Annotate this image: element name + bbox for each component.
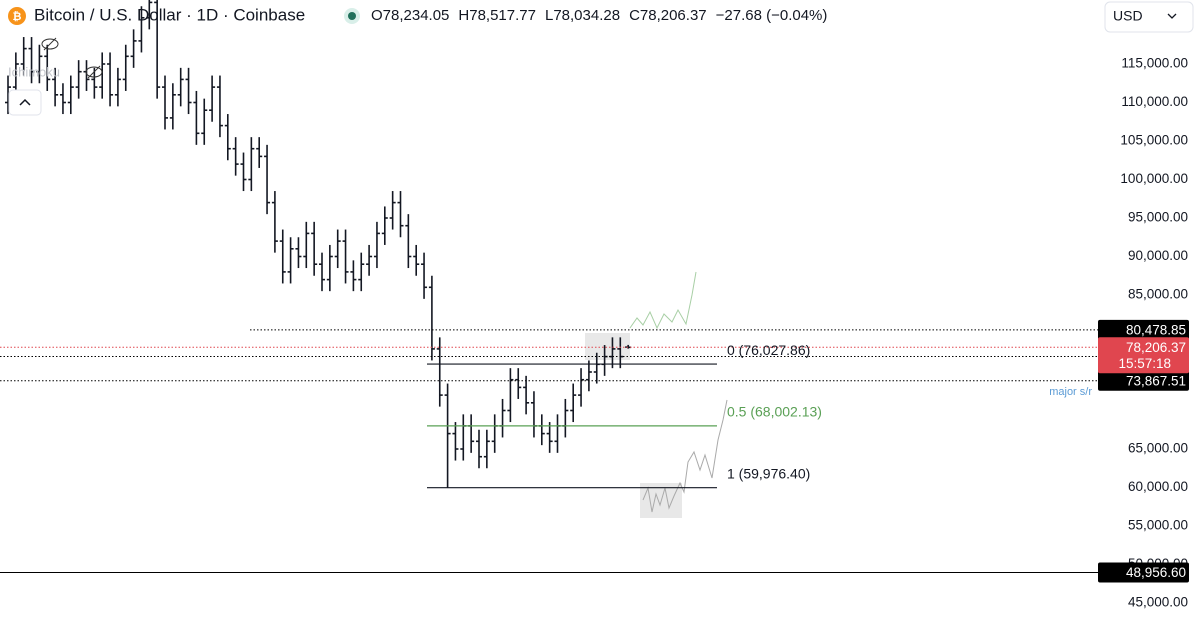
highlight-box: [585, 333, 630, 360]
last-price-label: 78,206.37: [1126, 340, 1186, 355]
y-tick-label: 85,000.00: [1128, 287, 1188, 302]
header: ₿ Bitcoin / U.S. Dollar · 1D · Coinbase …: [8, 1, 1194, 116]
ohlc-value: H78,517.77: [458, 7, 536, 24]
ohlc-value: −27.68 (−0.04%): [716, 7, 828, 24]
plot-area: [0, 0, 1098, 574]
y-tick-label: 55,000.00: [1128, 518, 1188, 533]
hide-icon[interactable]: [41, 37, 59, 51]
price-tag: [1098, 562, 1189, 583]
currency-select[interactable]: [1104, 1, 1194, 33]
price-tag: [1098, 370, 1189, 391]
annotation: major s/r: [1049, 386, 1092, 398]
ohlc-value: C78,206.37: [629, 7, 707, 24]
collapse-button[interactable]: [8, 89, 42, 116]
y-tick-label: 115,000.00: [1121, 56, 1188, 71]
price-tag-label: 73,867.51: [1126, 373, 1186, 388]
y-tick-label: 105,000.00: [1120, 133, 1188, 148]
price-tag-label: 80,478.85: [1126, 322, 1186, 337]
y-tick-label: 95,000.00: [1128, 210, 1188, 225]
y-tick-label: 100,000.00: [1120, 171, 1188, 186]
ohlc-value: O78,234.05: [371, 7, 449, 24]
price-tag: [1098, 319, 1189, 340]
fib-label: 0 (76,027.86): [727, 342, 810, 358]
fib-label: 0.5 (68,002.13): [727, 404, 822, 420]
hide-icon[interactable]: [85, 65, 103, 79]
projection-sketch: [629, 271, 697, 330]
symbol-title: Bitcoin / U.S. Dollar · 1D · Coinbase: [34, 5, 305, 24]
bitcoin-symbol: ₿: [13, 11, 22, 23]
y-tick-label: 65,000.00: [1128, 441, 1188, 456]
dropdown-arrow: [1167, 13, 1177, 19]
indicator-label: Ichimoku: [8, 64, 60, 79]
y-tick-label: 110,000.00: [1121, 94, 1188, 109]
y-tick-label: 60,000.00: [1128, 479, 1188, 494]
currency-label: USD: [1113, 8, 1143, 24]
fib-label: 1 (59,976.40): [727, 465, 810, 481]
price-tag-label: 48,956.60: [1126, 565, 1186, 580]
collapse-icon: [19, 98, 31, 106]
y-tick-label: 45,000.00: [1128, 595, 1188, 610]
ohlc-legend: O78,234.05 H78,517.77 L78,034.28 C78,206.37…: [371, 7, 827, 24]
projection-sketch: [642, 399, 728, 513]
sketch-decoration: [585, 271, 728, 518]
last-price-tag: [1098, 337, 1189, 374]
countdown-label: 15:57:18: [1118, 356, 1171, 371]
bitcoin-icon: [8, 7, 26, 25]
y-tick-label: 90,000.00: [1128, 248, 1188, 263]
ohlc-value: L78,034.28: [545, 7, 620, 24]
market-status-dot: [348, 12, 356, 20]
